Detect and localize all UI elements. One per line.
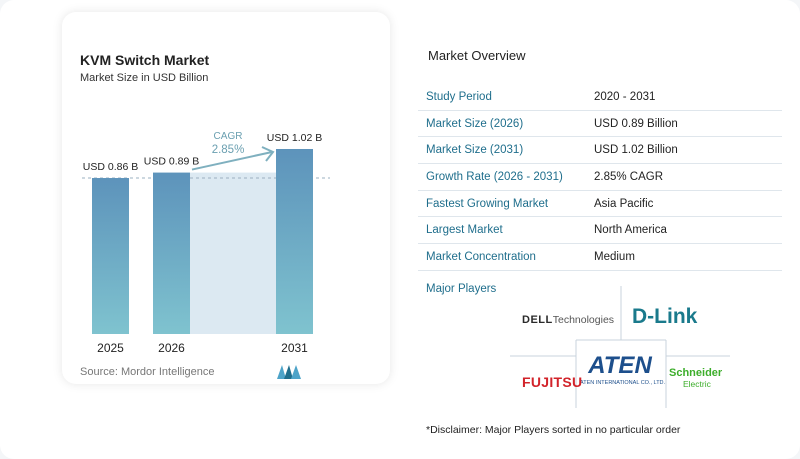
market-overview-title: Market Overview xyxy=(428,48,526,63)
aten-logo-text: ATEN xyxy=(588,352,652,379)
value-label-2026: USD 0.89 B xyxy=(144,156,199,168)
source-label: Source: Mordor Intelligence xyxy=(80,366,215,378)
overview-value: USD 0.89 Billion xyxy=(594,117,678,130)
mordor-logo-icon xyxy=(277,365,301,379)
disclaimer: *Disclaimer: Major Players sorted in no … xyxy=(426,424,681,436)
schneider-logo-line2: Electric xyxy=(683,379,711,389)
aten-logo: ATEN ATEN INTERNATIONAL CO., LTD. xyxy=(580,352,666,387)
cagr-arrow-line xyxy=(191,151,273,171)
overview-key: Study Period xyxy=(426,90,492,103)
overview-key: Largest Market xyxy=(426,224,503,237)
dell-logo-suffix: Technologies xyxy=(552,314,615,326)
overview-row: Market Concentration Medium xyxy=(418,244,782,271)
dell-technologies-logo: DELLTechnologies xyxy=(522,310,614,328)
dell-logo-brand: DELL xyxy=(522,314,553,326)
category-label-2031: 2031 xyxy=(281,341,308,355)
overview-value: 2.85% CAGR xyxy=(594,170,664,183)
overview-value: North America xyxy=(594,224,667,237)
schneider-logo-line1: Schneider xyxy=(669,367,723,379)
bar-2026 xyxy=(153,172,190,334)
fujitsu-logo: FUJITSU xyxy=(522,374,583,390)
overview-key: Market Size (2031) xyxy=(426,144,524,157)
overview-row: Growth Rate (2026 - 2031) 2.85% CAGR xyxy=(418,164,782,191)
major-players-title: Major Players xyxy=(426,283,497,295)
aten-logo-subtext: ATEN INTERNATIONAL CO., LTD. xyxy=(580,380,666,386)
overview-value: 2020 - 2031 xyxy=(594,90,656,103)
overview-row: Study Period 2020 - 2031 xyxy=(418,84,782,111)
overview-row: Market Size (2026) USD 0.89 Billion xyxy=(418,111,782,138)
growth-band xyxy=(190,172,276,334)
value-label-2025: USD 0.86 B xyxy=(83,161,138,173)
overview-row: Largest Market North America xyxy=(418,217,782,245)
overview-key: Growth Rate (2026 - 2031) xyxy=(426,170,563,183)
category-label-2026: 2026 xyxy=(158,341,185,355)
market-overview-table: Study Period 2020 - 2031 Market Size (20… xyxy=(418,84,782,271)
cagr-arrowhead xyxy=(261,146,275,162)
overview-row: Market Size (2031) USD 1.02 Billion xyxy=(418,137,782,165)
cagr-value: 2.85% xyxy=(212,144,245,156)
overview-value: USD 1.02 Billion xyxy=(594,144,678,157)
dlink-logo: D-Link xyxy=(632,305,698,328)
category-label-2025: 2025 xyxy=(97,341,124,355)
chart-card: KVM Switch Market Market Size in USD Bil… xyxy=(62,12,390,384)
bar-2025 xyxy=(92,178,129,334)
overview-value: Asia Pacific xyxy=(594,197,654,210)
overview-key: Market Concentration xyxy=(426,250,536,263)
value-label-2031: USD 1.02 B xyxy=(267,132,322,144)
overview-row: Fastest Growing Market Asia Pacific xyxy=(418,191,782,218)
bar-2031 xyxy=(276,149,313,334)
bar-chart: USD 0.86 B 2025 USD 0.89 B 2026 USD 1.02 B 20… xyxy=(82,131,330,355)
overview-key: Market Size (2026) xyxy=(426,117,524,130)
overview-key: Fastest Growing Market xyxy=(426,197,549,210)
chart-subtitle: Market Size in USD Billion xyxy=(80,72,209,84)
schneider-electric-logo: Schneider Electric xyxy=(669,367,722,389)
overview-value: Medium xyxy=(594,250,635,263)
chart-title: KVM Switch Market xyxy=(80,52,210,68)
players-grid-lines xyxy=(510,286,730,408)
cagr-label: CAGR xyxy=(214,131,243,142)
